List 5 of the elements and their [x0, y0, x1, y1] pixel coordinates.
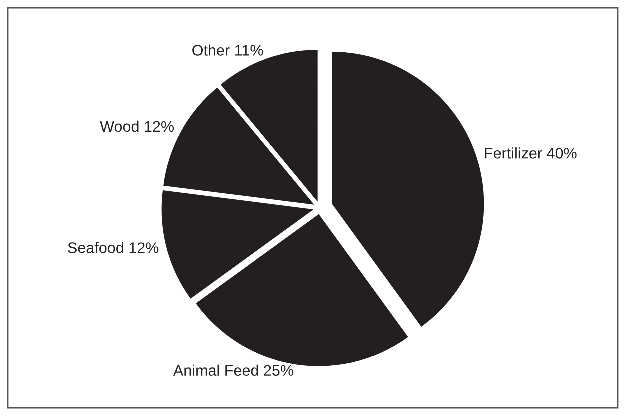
slice-label: Seafood 12%: [68, 242, 159, 254]
slice-label: Animal Feed 25%: [173, 364, 294, 376]
slice-label: Other 11%: [192, 44, 264, 56]
slice-label: Fertilizer 40%: [485, 148, 577, 159]
slice-label: Wood 12%: [100, 120, 174, 132]
